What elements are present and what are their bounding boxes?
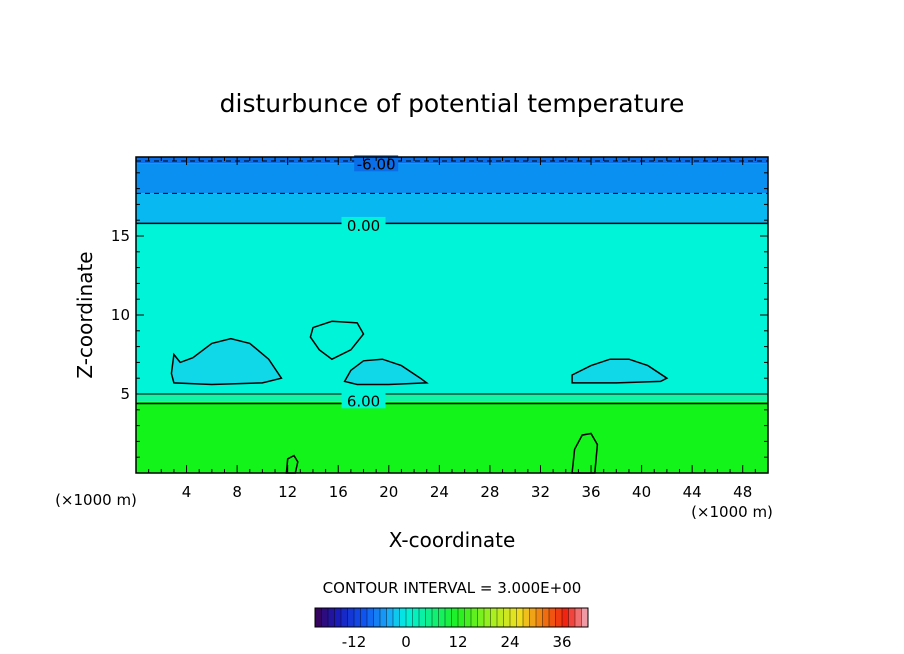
- colorbar-cell: [373, 607, 381, 628]
- x-tick-label: 24: [430, 483, 449, 501]
- colorbar-frame: [314, 607, 589, 628]
- contour-interval-label: CONTOUR INTERVAL = 3.000E+00: [323, 579, 582, 597]
- chart-title: disturbunce of potential temperature: [220, 89, 685, 118]
- x-tick-label: 36: [581, 483, 600, 501]
- colorbar-tick-label: 36: [552, 633, 571, 651]
- colorbar-cell: [548, 607, 557, 628]
- contour-band: [136, 394, 768, 402]
- colorbar-cell: [438, 607, 446, 628]
- colorbar-cell: [490, 607, 498, 628]
- colorbar-cell: [457, 607, 466, 628]
- colorbar-cell: [444, 607, 453, 628]
- colorbar-cell: [451, 607, 459, 628]
- colorbar-tick-label: -12: [342, 633, 367, 651]
- colorbar-cell: [574, 607, 583, 628]
- x-tick-label: 48: [733, 483, 752, 501]
- x-tick-label: 20: [379, 483, 398, 501]
- colorbar-cell: [334, 607, 342, 628]
- x-tick-label: 8: [232, 483, 242, 501]
- colorbar-cell: [535, 607, 544, 628]
- y-axis-label: Z-coordinate: [73, 251, 97, 378]
- y-tick-label: 5: [120, 385, 130, 403]
- plot-area: -6.000.006.00 4 8 12 16 20 24 28 32 36 40 44 485101…: [111, 155, 769, 501]
- x-tick-label: 4: [182, 483, 192, 501]
- colorbar-cell: [386, 607, 394, 628]
- contour-label-bg: [341, 216, 386, 233]
- closed-contour: [170, 337, 283, 386]
- colorbar-cell: [366, 607, 375, 628]
- y-unit-label: (×1000 m): [55, 491, 137, 509]
- colorbar-cells: [314, 607, 589, 628]
- x-tick-label: 32: [531, 483, 550, 501]
- x-tick-label: 28: [480, 483, 499, 501]
- colorbar-cell: [483, 607, 492, 628]
- colorbar-tick-label: 24: [500, 633, 519, 651]
- x-tick-label: 12: [278, 483, 297, 501]
- contour-band: [136, 193, 768, 224]
- colorbar-cell: [425, 607, 433, 628]
- contour-label-bg: [354, 155, 399, 172]
- colorbar-cell: [529, 607, 537, 628]
- colorbar-cell: [555, 607, 563, 628]
- colorbar-cell: [314, 607, 323, 628]
- colorbar-tick-label: 0: [401, 633, 411, 651]
- colorbar-cell: [477, 607, 485, 628]
- colorbar-cell: [516, 607, 524, 628]
- colorbar-cell: [522, 607, 531, 628]
- colorbar-cell: [464, 607, 472, 628]
- colorbar-cell: [340, 607, 349, 628]
- colorbar-cell: [431, 607, 440, 628]
- contour-label-bg: [341, 392, 386, 409]
- colorbar-cell: [496, 607, 505, 628]
- colorbar-cell: [327, 607, 336, 628]
- colorbar-cell: [353, 607, 362, 628]
- x-tick-label: 44: [683, 483, 702, 501]
- colorbar-cell: [392, 607, 401, 628]
- colorbar-cell: [412, 607, 420, 628]
- x-tick-label: 16: [329, 483, 348, 501]
- colorbar-cell: [470, 607, 479, 628]
- colorbar-cell: [379, 607, 388, 628]
- colorbar-cell: [542, 607, 550, 628]
- closed-contour: [343, 358, 429, 386]
- y-tick-label: 15: [111, 227, 130, 245]
- colorbar-cell: [581, 607, 589, 628]
- x-axis-label: X-coordinate: [389, 528, 516, 552]
- contour-band: [136, 401, 768, 473]
- closed-contour: [571, 358, 669, 384]
- x-unit-label: (×1000 m): [691, 503, 773, 521]
- colorbar: -12 0 12 24 36: [314, 607, 589, 651]
- contour-label: 6.00: [347, 392, 380, 410]
- contour-label: 0.00: [347, 217, 380, 235]
- colorbar-cell: [405, 607, 414, 628]
- colorbar-ticks: -12 0 12 24 36: [342, 633, 572, 651]
- colorbar-tick-label: 12: [448, 633, 467, 651]
- closed-contour: [309, 320, 365, 361]
- contour-band: [136, 163, 768, 194]
- colorbar-cell: [418, 607, 427, 628]
- colorbar-cell: [568, 607, 576, 628]
- colorbar-cell: [360, 607, 368, 628]
- contour-label: -6.00: [357, 155, 396, 173]
- x-tick-label: 40: [632, 483, 651, 501]
- filled-contours: [136, 157, 768, 473]
- colorbar-cell: [509, 607, 518, 628]
- colorbar-cell: [561, 607, 570, 628]
- y-tick-label: 10: [111, 306, 130, 324]
- colorbar-cell: [503, 607, 511, 628]
- colorbar-cell: [321, 607, 329, 628]
- colorbar-cell: [347, 607, 355, 628]
- colorbar-cell: [399, 607, 407, 628]
